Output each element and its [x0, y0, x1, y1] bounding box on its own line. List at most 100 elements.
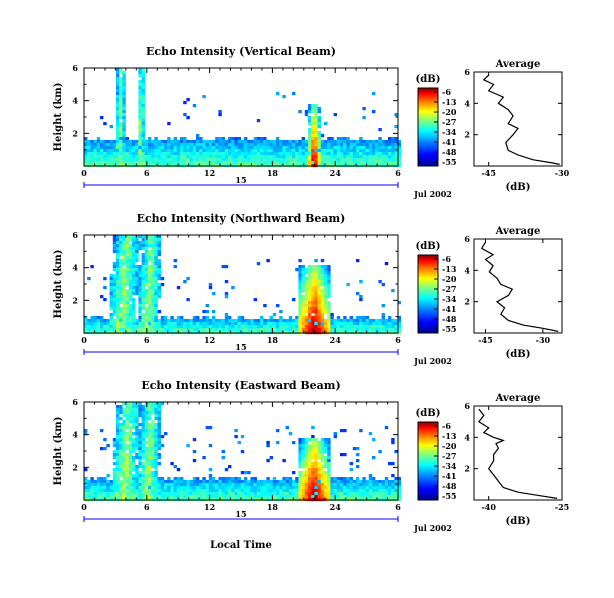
heatmap-cell	[266, 489, 270, 493]
heatmap-cell	[157, 414, 161, 418]
heatmap-cell	[212, 158, 216, 162]
heatmap-cell	[128, 402, 133, 406]
heatmap-cell	[311, 274, 315, 278]
heatmap-cell	[154, 480, 158, 484]
heatmap-cell	[362, 155, 366, 159]
heatmap-cell	[250, 489, 254, 493]
heatmap-cell	[160, 277, 165, 281]
heatmap-cell	[154, 152, 158, 156]
heatmap-cell	[298, 259, 302, 263]
heatmap-cell	[103, 325, 107, 329]
heatmap-cell	[157, 140, 161, 144]
heatmap-cell	[301, 453, 305, 457]
heatmap-cell	[157, 149, 161, 153]
heatmap-cell	[135, 429, 139, 433]
heatmap-cell	[221, 146, 225, 150]
heatmap-cell	[96, 146, 101, 150]
heatmap-cell	[320, 438, 325, 442]
heatmap-cell	[218, 489, 222, 493]
heatmap-cell	[266, 486, 270, 490]
heatmap-cell	[125, 265, 129, 269]
heatmap-cell	[327, 316, 331, 320]
heatmap-cell	[173, 489, 177, 493]
heatmap-cell	[122, 256, 126, 260]
heatmap-cell	[128, 408, 133, 412]
heatmap-cell	[333, 140, 337, 144]
heatmap-cell	[157, 420, 161, 424]
heatmap-cell	[384, 328, 389, 332]
heatmap-cell	[340, 483, 344, 487]
heatmap-cell	[218, 322, 222, 326]
heatmap-cell	[128, 265, 133, 269]
heatmap-cell	[221, 155, 225, 159]
heatmap-cell	[157, 480, 161, 484]
heatmap-cell	[391, 322, 395, 326]
heatmap-cell	[324, 149, 328, 153]
heatmap-cell	[394, 486, 398, 490]
heatmap-cell	[343, 489, 347, 493]
heatmap-cell	[279, 316, 283, 320]
heatmap-cell	[298, 286, 302, 290]
heatmap-cell	[132, 444, 136, 448]
heatmap-cell	[112, 244, 117, 248]
heatmap-cell	[186, 277, 190, 281]
average-title: Average	[495, 393, 541, 404]
heatmap-cell	[253, 140, 257, 144]
heatmap-cell	[349, 325, 353, 329]
heatmap-cell	[237, 146, 241, 150]
heatmap-cell	[327, 459, 331, 463]
heatmap-cell	[285, 155, 289, 159]
heatmap-cell	[224, 495, 229, 499]
heatmap-cell	[253, 161, 257, 165]
heatmap-cell	[266, 319, 270, 323]
heatmap-cell	[141, 322, 145, 326]
heatmap-cell	[356, 492, 360, 496]
heatmap-cell	[356, 143, 360, 147]
heatmap-cell	[375, 495, 379, 499]
heatmap-cell	[151, 420, 155, 424]
heatmap-cell	[256, 146, 261, 150]
heatmap-cell	[224, 149, 229, 153]
heatmap-cell	[362, 325, 366, 329]
heatmap-cell	[224, 313, 229, 317]
heatmap-cell	[212, 161, 216, 165]
heatmap-cell	[180, 152, 184, 156]
heatmap-cell	[276, 495, 280, 499]
heatmap-cell	[397, 164, 401, 168]
heatmap-cell	[234, 489, 238, 493]
heatmap-cell	[116, 447, 120, 451]
heatmap-cell	[132, 241, 136, 245]
heatmap-cell	[317, 328, 321, 332]
heatmap-cell	[132, 325, 136, 329]
heatmap-cell	[138, 143, 142, 147]
heatmap-cell	[343, 325, 347, 329]
heatmap-cell	[279, 152, 283, 156]
heatmap-cell	[308, 268, 312, 272]
heatmap-cell	[388, 480, 392, 484]
heatmap-cell	[141, 152, 145, 156]
heatmap-cell	[119, 250, 123, 254]
heatmap-cell	[231, 492, 235, 496]
heatmap-cell	[180, 158, 184, 162]
y-tick-label: 4	[72, 96, 78, 106]
heatmap-cell	[125, 256, 129, 260]
heatmap-cell	[148, 310, 152, 314]
heatmap-cell	[109, 486, 113, 490]
heatmap-cell	[314, 143, 318, 147]
heatmap-cell	[381, 161, 385, 165]
heatmap-cell	[304, 283, 309, 287]
heatmap-cell	[116, 465, 120, 469]
heatmap-cell	[116, 468, 120, 472]
heatmap-cell	[116, 89, 120, 93]
heatmap-cell	[138, 244, 142, 248]
heatmap-cell	[192, 152, 197, 156]
heatmap-cell	[397, 140, 401, 144]
heatmap-cell	[138, 298, 142, 302]
heatmap-cell	[253, 152, 257, 156]
heatmap-cell	[304, 301, 309, 305]
heatmap-cell	[176, 322, 181, 326]
heatmap-cell	[212, 477, 216, 481]
heatmap-cell	[205, 143, 209, 147]
heatmap-cell	[343, 453, 347, 457]
heatmap-cell	[148, 265, 152, 269]
